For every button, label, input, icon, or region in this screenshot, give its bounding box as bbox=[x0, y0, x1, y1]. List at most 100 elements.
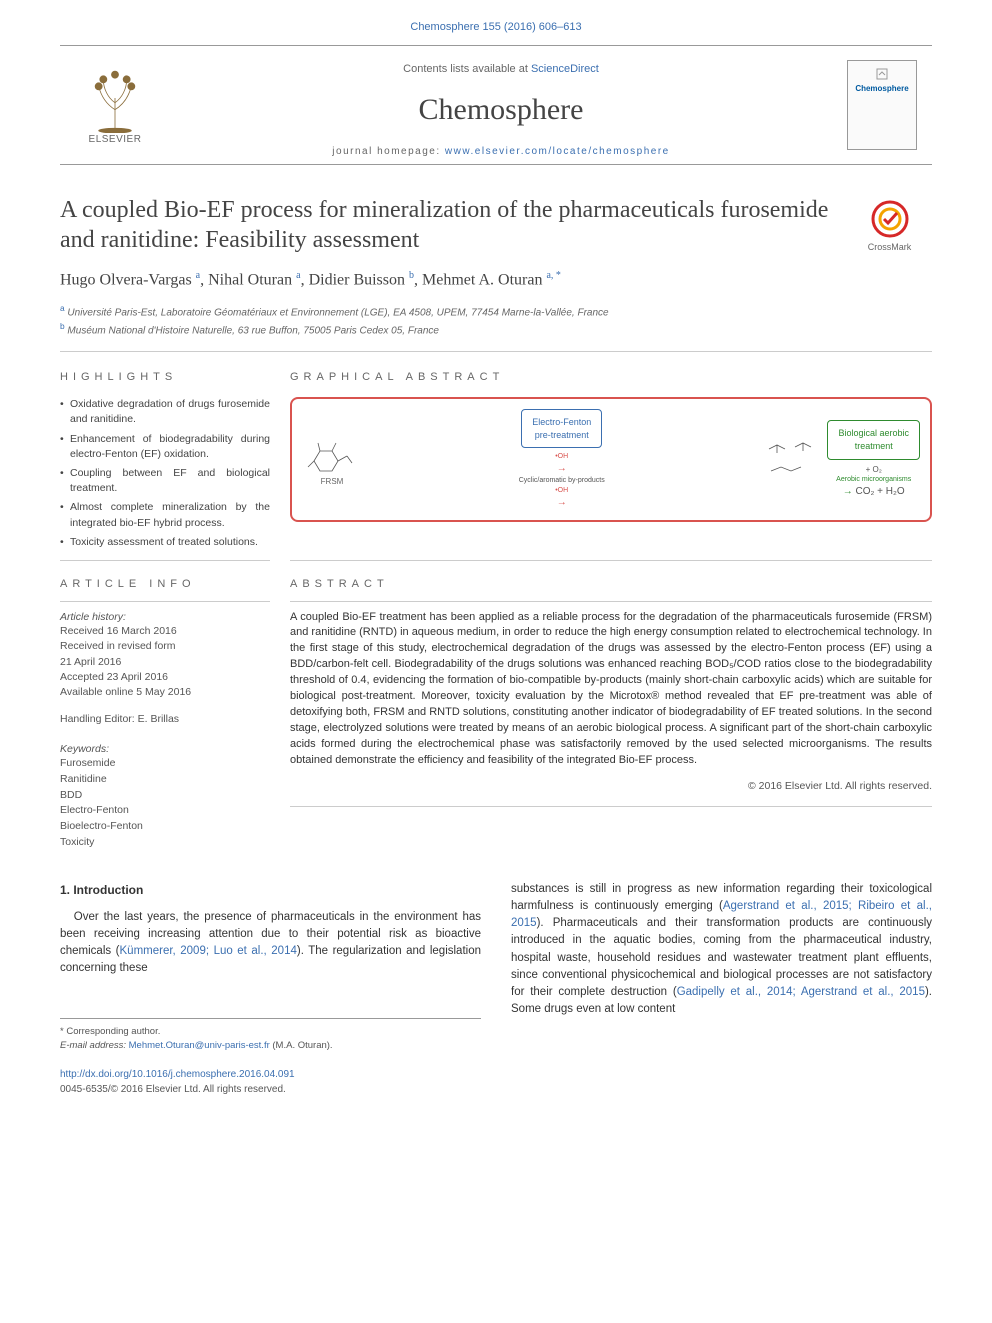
highlights-col: HIGHLIGHTS Oxidative degradation of drug… bbox=[60, 370, 290, 554]
molecule-icon bbox=[302, 431, 362, 476]
keyword: Ranitidine bbox=[60, 772, 270, 788]
masthead-center: Contents lists available at ScienceDirec… bbox=[170, 52, 832, 159]
revised-date: 21 April 2016 bbox=[60, 655, 270, 670]
highlights-heading: HIGHLIGHTS bbox=[60, 370, 270, 385]
article-title: A coupled Bio-EF process for mineralizat… bbox=[60, 195, 837, 255]
body-right-col: substances is still in progress as new i… bbox=[511, 881, 932, 1054]
footnote-block: * Corresponding author. E-mail address: … bbox=[60, 1018, 481, 1054]
ga-frsm-label: FRSM bbox=[321, 476, 344, 487]
crossmark-icon bbox=[870, 199, 910, 239]
copyright: © 2016 Elsevier Ltd. All rights reserved… bbox=[290, 779, 932, 794]
citation-link[interactable]: Gadipelly et al., 2014; Agerstrand et al… bbox=[677, 986, 925, 998]
abstract-heading: ABSTRACT bbox=[290, 577, 932, 592]
divider bbox=[60, 560, 270, 561]
journal-name: Chemosphere bbox=[170, 89, 832, 131]
intro-para-left: Over the last years, the presence of pha… bbox=[60, 909, 481, 978]
running-head: Chemosphere 155 (2016) 606–613 bbox=[0, 0, 992, 45]
ga-acids-mol bbox=[761, 437, 821, 482]
cover-thumb: Chemosphere bbox=[847, 60, 917, 150]
ga-byproducts-label: Cyclic/aromatic by-products bbox=[519, 476, 605, 486]
info-abstract-row: ARTICLE INFO Article history: Received 1… bbox=[60, 560, 932, 851]
author-1: Hugo Olvera-Vargas bbox=[60, 272, 192, 289]
issn-line: 0045-6535/© 2016 Elsevier Ltd. All right… bbox=[60, 1082, 932, 1097]
author-4-aff: a, * bbox=[546, 270, 560, 281]
highlight-item: Oxidative degradation of drugs furosemid… bbox=[60, 397, 270, 427]
citation: Chemosphere 155 (2016) 606–613 bbox=[410, 21, 581, 33]
crossmark-badge[interactable]: CrossMark bbox=[847, 199, 932, 254]
ga-oh-label-2: •OH bbox=[555, 486, 568, 496]
ga-arrow-2: + O₂ Aerobic microorganisms → CO₂ + H₂O bbox=[836, 464, 911, 499]
thumb-icon bbox=[875, 67, 889, 81]
thumb-title: Chemosphere bbox=[855, 83, 908, 94]
article-info-heading: ARTICLE INFO bbox=[60, 577, 270, 592]
highlight-item: Enhancement of biodegradability during e… bbox=[60, 432, 270, 462]
molecule-icon bbox=[761, 437, 821, 482]
email-tail: (M.A. Oturan). bbox=[270, 1040, 333, 1051]
abstract-text: A coupled Bio-EF treatment has been appl… bbox=[290, 610, 932, 769]
graphical-heading: GRAPHICAL ABSTRACT bbox=[290, 370, 932, 385]
elsevier-logo: ELSEVIER bbox=[70, 60, 160, 150]
homepage-url[interactable]: www.elsevier.com/locate/chemosphere bbox=[445, 146, 670, 157]
ga-frsm-mol: FRSM bbox=[302, 431, 362, 487]
keyword: Furosemide bbox=[60, 756, 270, 772]
keywords-head: Keywords: bbox=[60, 742, 270, 757]
ga-arrow-1: •OH → Cyclic/aromatic by-products •OH → bbox=[519, 452, 605, 509]
keyword: Electro-Fenton bbox=[60, 803, 270, 819]
email-line: E-mail address: Mehmet.Oturan@univ-paris… bbox=[60, 1039, 481, 1053]
corresponding-note: * Corresponding author. bbox=[60, 1025, 481, 1039]
highlights-list: Oxidative degradation of drugs furosemid… bbox=[60, 397, 270, 550]
highlight-item: Coupling between EF and biological treat… bbox=[60, 466, 270, 496]
ga-o2-label: + O₂ bbox=[866, 464, 882, 475]
history-head: Article history: bbox=[60, 610, 270, 625]
ga-output-label: CO₂ + H₂O bbox=[856, 486, 905, 497]
authors: Hugo Olvera-Vargas a, Nihal Oturan a, Di… bbox=[60, 269, 932, 292]
journal-homepage: journal homepage: www.elsevier.com/locat… bbox=[170, 145, 832, 159]
title-row: A coupled Bio-EF process for mineralizat… bbox=[60, 195, 932, 255]
contents-line: Contents lists available at ScienceDirec… bbox=[170, 62, 832, 77]
publisher-logo-block: ELSEVIER bbox=[60, 60, 170, 150]
keywords-list: Furosemide Ranitidine BDD Electro-Fenton… bbox=[60, 756, 270, 851]
body-columns: 1. Introduction Over the last years, the… bbox=[60, 881, 932, 1054]
contents-prefix: Contents lists available at bbox=[403, 63, 531, 75]
journal-cover-thumb: Chemosphere bbox=[832, 60, 932, 150]
doi-link[interactable]: http://dx.doi.org/10.1016/j.chemosphere.… bbox=[60, 1069, 295, 1080]
author-2-aff: a bbox=[296, 270, 300, 281]
masthead: ELSEVIER Contents lists available at Sci… bbox=[60, 45, 932, 165]
divider bbox=[290, 806, 932, 807]
author-4: Mehmet A. Oturan bbox=[422, 272, 542, 289]
homepage-prefix: journal homepage: bbox=[332, 146, 445, 157]
author-3-aff: b bbox=[409, 270, 414, 281]
author-1-aff: a bbox=[196, 270, 200, 281]
online: Available online 5 May 2016 bbox=[60, 685, 270, 700]
citation-link[interactable]: Kümmerer, 2009; Luo et al., 2014 bbox=[120, 945, 297, 957]
affiliation-a: a Université Paris-Est, Laboratoire Géom… bbox=[60, 302, 932, 320]
email-label: E-mail address: bbox=[60, 1040, 129, 1051]
ga-diagram: FRSM Electro-Fenton pre-treatment •OH → … bbox=[302, 409, 920, 510]
publisher-name: ELSEVIER bbox=[89, 133, 142, 147]
received: Received 16 March 2016 bbox=[60, 624, 270, 639]
intro-heading: 1. Introduction bbox=[60, 881, 481, 899]
article-info-col: ARTICLE INFO Article history: Received 1… bbox=[60, 560, 290, 851]
crossmark-label: CrossMark bbox=[868, 241, 912, 254]
revised: Received in revised form bbox=[60, 639, 270, 654]
divider bbox=[290, 560, 932, 561]
abstract-col: ABSTRACT A coupled Bio-EF treatment has … bbox=[290, 560, 932, 851]
graphical-abstract: FRSM Electro-Fenton pre-treatment •OH → … bbox=[290, 397, 932, 522]
affiliations: a Université Paris-Est, Laboratoire Géom… bbox=[60, 302, 932, 339]
highlight-item: Almost complete mineralization by the in… bbox=[60, 500, 270, 530]
highlights-row: HIGHLIGHTS Oxidative degradation of drug… bbox=[60, 370, 932, 554]
divider bbox=[60, 601, 270, 602]
email-link[interactable]: Mehmet.Oturan@univ-paris-est.fr bbox=[129, 1040, 270, 1051]
author-2: Nihal Oturan bbox=[208, 272, 292, 289]
divider bbox=[60, 351, 932, 352]
body-left-col: 1. Introduction Over the last years, the… bbox=[60, 881, 481, 1054]
ga-microorg-label: Aerobic microorganisms bbox=[836, 475, 911, 485]
tree-icon bbox=[80, 63, 150, 133]
ga-bio-box: Biological aerobic treatment bbox=[827, 420, 920, 459]
graphical-abstract-col: GRAPHICAL ABSTRACT F bbox=[290, 370, 932, 554]
affiliation-a-text: Université Paris-Est, Laboratoire Géomat… bbox=[67, 307, 608, 318]
author-3: Didier Buisson bbox=[309, 272, 405, 289]
sciencedirect-link[interactable]: ScienceDirect bbox=[531, 63, 599, 75]
accepted: Accepted 23 April 2016 bbox=[60, 670, 270, 685]
keyword: Bioelectro-Fenton bbox=[60, 819, 270, 835]
